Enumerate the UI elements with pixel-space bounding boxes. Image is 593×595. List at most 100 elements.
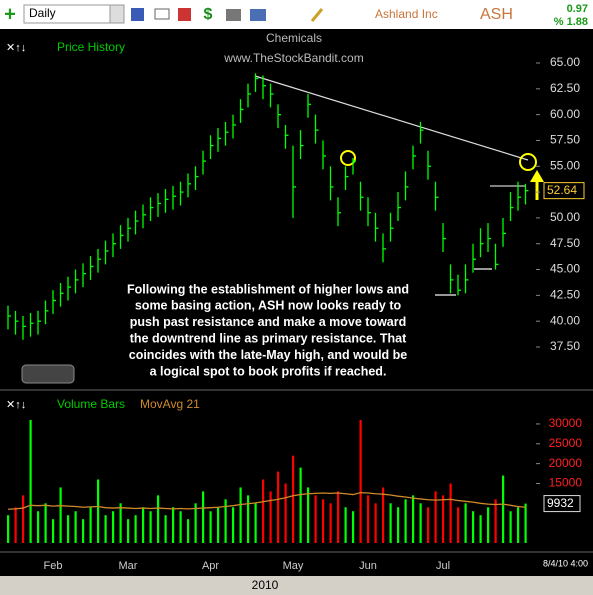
volume-bar <box>517 507 520 543</box>
volume-bar <box>52 519 55 543</box>
volume-bar <box>284 483 287 543</box>
volume-bar <box>187 519 190 543</box>
annotation-line: a logical spot to book profits if reache… <box>150 364 387 378</box>
volume-bar <box>269 491 272 543</box>
y-tick-label: 30000 <box>549 416 583 430</box>
volume-bar <box>22 495 25 543</box>
volume-bar <box>127 519 130 543</box>
volume-bar <box>157 495 160 543</box>
y-tick-label: 37.50 <box>550 339 580 353</box>
dropdown-button[interactable] <box>109 4 125 24</box>
volume-bar <box>179 511 182 543</box>
volume-bar <box>299 467 302 543</box>
volume-bar <box>239 487 242 543</box>
y-tick-label: 20000 <box>549 456 583 470</box>
volume-bar <box>247 495 250 543</box>
volume-bar <box>74 511 77 543</box>
volume-bar <box>202 491 205 543</box>
mail-icon[interactable] <box>154 8 170 20</box>
add-icon[interactable]: + <box>4 3 16 25</box>
annotation-line: coincides with the late-May high, and wo… <box>129 348 408 362</box>
scroll-button[interactable] <box>21 364 75 384</box>
y-tick-label: 42.50 <box>550 288 580 302</box>
volume-bar <box>29 419 32 543</box>
y-tick-label: 65.00 <box>550 55 580 69</box>
watermark: www.TheStockBandit.com <box>223 51 363 65</box>
volume-bar <box>44 503 47 543</box>
annotation-line: the downtrend line as primary resistance… <box>130 331 407 345</box>
x-tick-label: Feb <box>44 560 63 572</box>
volume-bar <box>502 475 505 543</box>
save-icon[interactable] <box>131 8 144 21</box>
dollar-icon[interactable]: $ <box>204 6 213 23</box>
volume-bar <box>119 503 122 543</box>
volume-bar <box>149 511 152 543</box>
panel-title: Volume Bars <box>57 397 125 411</box>
volume-bar <box>412 495 415 543</box>
table-icon[interactable] <box>250 9 266 21</box>
change-percent: % 1.88 <box>554 16 588 28</box>
x-tick-label: Mar <box>119 560 138 572</box>
volume-bar <box>442 495 445 543</box>
y-tick-label: 57.50 <box>550 133 580 147</box>
volume-bar <box>397 507 400 543</box>
sector: Chemicals <box>266 31 322 45</box>
y-tick-label: 47.50 <box>550 236 580 250</box>
y-tick-label: 62.50 <box>550 81 580 95</box>
volume-bar <box>292 455 295 543</box>
volume-bar <box>232 507 235 543</box>
panel-title: Price History <box>57 40 125 54</box>
volume-bar <box>367 495 370 543</box>
volume-bar <box>404 499 407 543</box>
volume-bar <box>427 507 430 543</box>
volume-bar <box>277 471 280 543</box>
volume-bar <box>449 483 452 543</box>
volume-bar <box>307 487 310 543</box>
draw-icon[interactable] <box>310 8 324 22</box>
x-tick-label: Jul <box>436 560 450 572</box>
volume-bar <box>217 507 220 543</box>
x-tick-label: Apr <box>202 560 219 572</box>
y-tick-label: 55.00 <box>550 158 580 172</box>
volume-bar <box>7 515 10 543</box>
date-stamp: 8/4/10 4:00 <box>543 558 588 568</box>
y-tick-label: 40.00 <box>550 313 580 327</box>
volume-bar <box>329 503 332 543</box>
print-icon[interactable] <box>226 9 241 21</box>
volume-bar <box>97 479 100 543</box>
volume-bar <box>209 511 212 543</box>
volume-bar <box>419 503 422 543</box>
x-tick-label: Jun <box>359 560 377 572</box>
arrow-head <box>530 170 544 182</box>
y-tick-label: 60.00 <box>550 107 580 121</box>
company-name: Ashland Inc <box>375 7 438 21</box>
volume-bar <box>494 499 497 543</box>
highlight-circle <box>340 150 356 166</box>
last-price-box <box>543 182 585 200</box>
x-tick-label: May <box>283 560 304 572</box>
panel-icons[interactable]: ✕↑↓ <box>6 42 26 54</box>
alert-icon[interactable] <box>178 8 191 21</box>
panel-icons[interactable]: ✕↑↓ <box>6 399 26 411</box>
volume-bar <box>89 507 92 543</box>
year: 2010 <box>252 578 279 592</box>
volume-bar <box>134 515 137 543</box>
volume-bar <box>337 491 340 543</box>
annotation-line: some basing action, ASH now looks ready … <box>135 299 402 313</box>
volume-bar <box>14 507 17 543</box>
trendline <box>254 75 529 161</box>
volume-bar <box>434 491 437 543</box>
annotation-line: push past resistance and make a move tow… <box>130 315 407 329</box>
volume-bar <box>487 507 490 543</box>
volume-bar <box>472 511 475 543</box>
last-volume-label: 9932 <box>547 496 574 510</box>
volume-bar <box>164 515 167 543</box>
year-bar <box>0 576 593 595</box>
highlight-circle <box>519 153 537 171</box>
volume-bar <box>457 507 460 543</box>
volume-bar <box>314 495 317 543</box>
volume-bar <box>352 511 355 543</box>
volume-bar <box>479 515 482 543</box>
volume-bar <box>37 511 40 543</box>
